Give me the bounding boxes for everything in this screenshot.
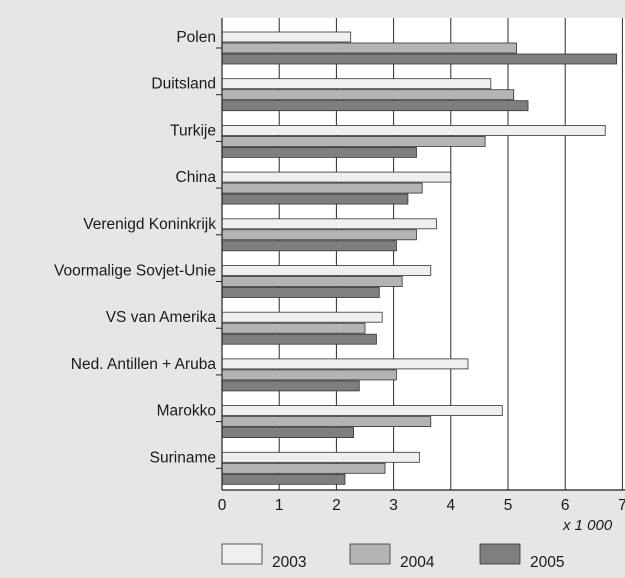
bar-2005: [221, 333, 377, 345]
bar-2005: [221, 240, 397, 252]
legend-swatch-2005: [479, 543, 521, 565]
category-label: China: [176, 169, 217, 186]
bar-2005: [221, 473, 346, 485]
category-label: Polen: [176, 29, 216, 46]
legend: 2003 2004 2005: [221, 543, 564, 571]
bar-2004: [221, 229, 417, 241]
legend-label-2004: 2004: [400, 554, 435, 571]
bar-2003: [221, 125, 606, 136]
bar-2003: [221, 311, 383, 323]
x-tick-label: 3: [389, 497, 398, 514]
bar-2003: [221, 358, 469, 370]
bar-2003: [221, 171, 452, 183]
category-label: Suriname: [150, 449, 216, 466]
category-labels: Polen Duitsland Turkije China Verenigd Konin…: [54, 29, 222, 469]
x-tick-label: 1: [275, 497, 284, 514]
category-label: Duitsland: [151, 76, 216, 93]
x-unit-label: x 1 000: [562, 517, 613, 534]
bar-2004: [221, 276, 403, 287]
x-tick-label: 4: [446, 497, 455, 514]
legend-swatch-2003: [221, 543, 263, 565]
bar-2005: [221, 146, 417, 158]
bar-2003: [221, 218, 437, 230]
bar-2004: [221, 89, 515, 101]
category-label: Turkije: [170, 122, 216, 139]
bar-2005: [221, 193, 409, 205]
bar-2003: [221, 78, 492, 90]
legend-label-2003: 2003: [272, 554, 306, 571]
x-tick-label: 0: [218, 497, 227, 514]
bar-2005: [221, 100, 529, 112]
bar-2003: [221, 451, 420, 463]
bar-2004: [221, 416, 432, 428]
bar-2005: [221, 287, 380, 298]
bar-2004: [221, 135, 486, 147]
bar-2004: [221, 182, 423, 194]
category-label: Marokko: [157, 403, 216, 420]
category-label: Ned. Antillen + Aruba: [71, 356, 217, 373]
x-axis: 0 1 2 3 4 5 6 7: [218, 18, 625, 514]
bar-2003: [221, 31, 352, 43]
bar-2005: [221, 53, 618, 65]
x-tick-label: 6: [561, 497, 570, 514]
bar-2004: [221, 369, 397, 381]
bar-2004: [221, 322, 366, 334]
bar-2003: [221, 265, 432, 276]
bar-2004: [221, 42, 517, 54]
bar-2005: [221, 380, 360, 392]
bar-2005: [221, 427, 354, 439]
legend-label-2005: 2005: [530, 554, 564, 571]
category-label: Verenigd Koninkrijk: [83, 216, 216, 233]
x-tick-label: 5: [504, 497, 513, 514]
category-label: VS van Amerika: [106, 309, 217, 326]
category-label: Voormalige Sovjet-Unie: [54, 263, 216, 280]
bars: [221, 31, 618, 485]
bar-2004: [221, 462, 386, 474]
legend-swatch-2004: [349, 543, 391, 565]
bar-2003: [221, 405, 503, 417]
x-tick-label: 2: [332, 497, 341, 514]
x-tick-label: 7: [618, 497, 625, 514]
